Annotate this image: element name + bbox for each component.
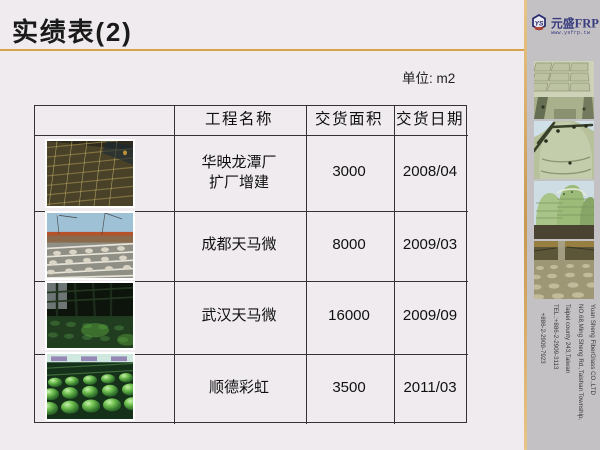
svg-text:www.ysfrp.tw: www.ysfrp.tw: [551, 30, 590, 36]
svg-text:YS: YS: [535, 20, 544, 27]
svg-text:元盛FRP: 元盛FRP: [551, 16, 599, 30]
